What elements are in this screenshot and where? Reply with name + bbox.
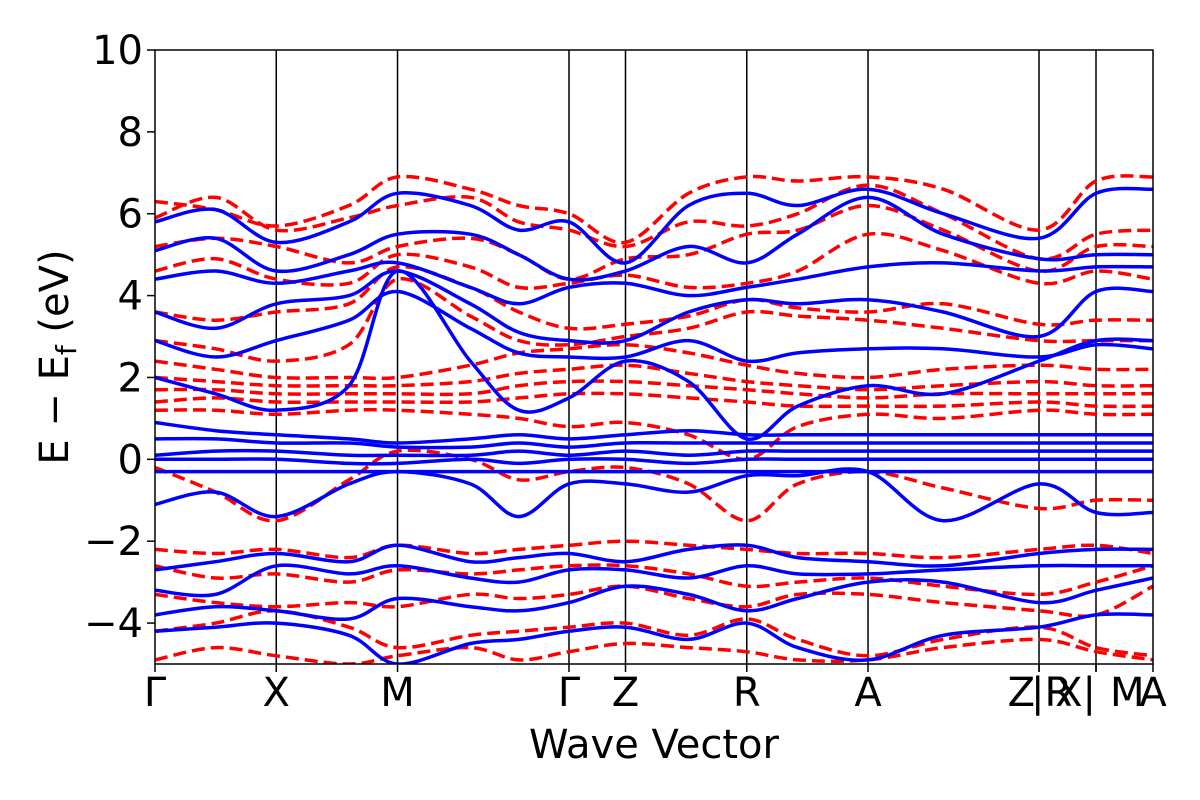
- y-tick-label: −4: [84, 601, 143, 647]
- solid-band-line: [155, 260, 1153, 306]
- x-tick-label: M: [1110, 670, 1145, 716]
- solid-band-line: [155, 563, 1153, 598]
- y-axis-label-sub: f: [50, 344, 83, 355]
- solid-band-line: [155, 436, 1153, 450]
- y-tick-label: 6: [118, 192, 143, 238]
- y-tick-label: 0: [118, 437, 143, 483]
- solid-band-line: [155, 576, 1153, 622]
- solid-band-line: [155, 457, 1153, 466]
- solid-band-line: [155, 186, 1153, 265]
- dashed-band-line: [155, 342, 1153, 381]
- y-axis-ticks: −4 −2 0 2 4 6 8 10: [84, 28, 155, 647]
- dashed-band-line: [155, 174, 1153, 245]
- solid-band-line: [155, 420, 1153, 445]
- x-tick-label: Z: [1008, 670, 1035, 716]
- dashed-band-line: [155, 379, 1153, 400]
- solid-band-line: [155, 543, 1153, 572]
- solid-band-line: [155, 612, 1153, 664]
- dashed-band-line: [155, 407, 1153, 462]
- x-tick-label: M: [380, 670, 415, 716]
- solid-band-line: [155, 467, 1153, 523]
- plot-frame: [154, 49, 1154, 665]
- y-tick-label: 10: [92, 28, 143, 74]
- solid-band-line: [155, 289, 1153, 364]
- dashed-band-line: [155, 539, 1153, 560]
- dashed-band-line: [155, 391, 1153, 409]
- solid-band-line: [155, 269, 1153, 345]
- x-tick-label: Γ: [144, 670, 167, 716]
- dashed-band-line: [155, 264, 1153, 331]
- solid-band-line: [155, 448, 1153, 458]
- x-axis-label: Wave Vector: [529, 722, 780, 768]
- y-tick-label: 4: [118, 274, 143, 320]
- x-tick-label: Γ: [558, 670, 581, 716]
- dashed-band-line: [155, 277, 1153, 363]
- x-tick-label: A: [1139, 670, 1167, 716]
- solid-band-line: [155, 269, 1153, 441]
- x-tick-label: R: [733, 670, 761, 716]
- x-tick-label: X|: [1055, 670, 1096, 716]
- plot-area: [155, 50, 1153, 664]
- dashed-band-line: [155, 637, 1153, 664]
- x-axis-ticks: Γ X M Γ Z R A Z|RX| MA: [144, 664, 1167, 716]
- dashed-band-line: [155, 183, 1153, 261]
- x-tick-label: |R: [1031, 670, 1072, 716]
- x-tick-label: A: [854, 670, 882, 716]
- band-lines: [155, 174, 1153, 664]
- x-tick-label: Z: [612, 670, 639, 716]
- y-tick-label: 2: [118, 355, 143, 401]
- y-axis-label-unit: (eV): [32, 249, 78, 345]
- y-tick-label: −2: [84, 519, 143, 565]
- y-axis-label-main: E − E: [32, 355, 78, 465]
- solid-band-line: [155, 195, 1153, 282]
- x-tick-label: X: [263, 670, 290, 716]
- y-axis-label: E − Ef (eV): [32, 249, 83, 464]
- y-tick-label: 8: [118, 110, 143, 156]
